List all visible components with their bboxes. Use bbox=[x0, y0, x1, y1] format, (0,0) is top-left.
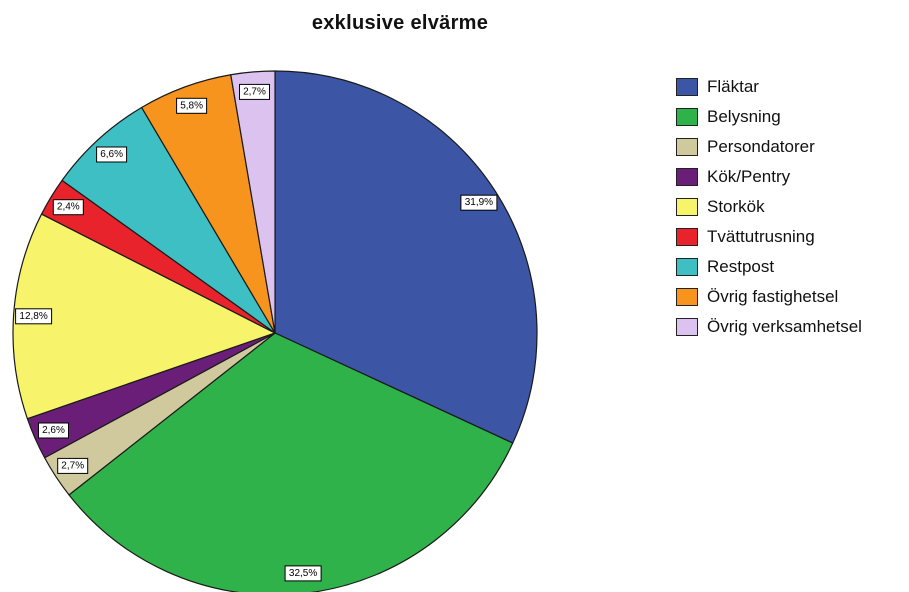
legend-item-ovrig-verksamhetsel: Övrig verksamhetsel bbox=[676, 312, 862, 342]
slice-label-tvattutrusning: 2,4% bbox=[52, 199, 84, 216]
slice-label-text: 32,5% bbox=[289, 568, 317, 579]
legend-swatch bbox=[676, 258, 698, 276]
legend-label: Belysning bbox=[707, 107, 781, 126]
slice-label-restpost: 6,6% bbox=[96, 146, 128, 163]
pie-slice-restpost bbox=[61, 106, 276, 334]
slice-label-text: 12,8% bbox=[19, 311, 47, 322]
slice-label-belysning: 32,5% bbox=[284, 565, 322, 582]
chart-title: exklusive elvärme bbox=[311, 12, 489, 34]
slice-label-box bbox=[96, 146, 128, 163]
legend-label: Övrig verksamhetsel bbox=[707, 317, 862, 336]
legend-item-kok-pentry: Kök/Pentry bbox=[676, 162, 862, 192]
legend-swatch bbox=[676, 228, 698, 246]
slice-label-box bbox=[15, 308, 53, 325]
slice-label-text: 2,7% bbox=[243, 86, 266, 97]
legend-swatch bbox=[676, 168, 698, 186]
slice-label-box bbox=[176, 97, 208, 114]
pie-slice-labels: 31,9% 32,5% 2,7% 2,6% 12,8% 2,4% 6,6% 5,8% 2,7% bbox=[15, 83, 498, 582]
slice-label-box bbox=[460, 194, 498, 211]
slice-label-flaktar: 31,9% bbox=[460, 194, 498, 211]
slice-label-text: 31,9% bbox=[465, 197, 493, 208]
legend-swatch bbox=[676, 108, 698, 126]
slice-label-text: 6,6% bbox=[100, 149, 123, 160]
slice-label-persondatorer: 2,7% bbox=[57, 457, 89, 474]
slice-label-text: 2,7% bbox=[61, 460, 84, 471]
legend-label: Fläktar bbox=[707, 77, 759, 96]
legend-item-flaktar: Fläktar bbox=[676, 72, 862, 102]
slice-label-box bbox=[52, 199, 84, 216]
slice-label-box bbox=[38, 422, 69, 439]
legend-label: Övrig fastighetsel bbox=[707, 287, 839, 306]
legend-swatch bbox=[676, 138, 698, 156]
legend-item-belysning: Belysning bbox=[676, 102, 862, 132]
slice-label-box bbox=[239, 83, 270, 100]
slice-label-ovrig-fastighetsel: 5,8% bbox=[176, 97, 208, 114]
legend-swatch bbox=[676, 198, 698, 216]
slice-label-text: 2,6% bbox=[42, 425, 65, 436]
slice-label-ovrig-verksamhetsel: 2,7% bbox=[239, 83, 270, 100]
pie-slice-belysning bbox=[68, 332, 514, 592]
slice-label-box bbox=[284, 565, 322, 582]
pie-slice-storkok bbox=[12, 213, 276, 420]
legend-label: Storkök bbox=[707, 197, 765, 216]
pie-slice-ovrig-verksamhetsel bbox=[230, 70, 276, 334]
slice-label-text: 2,4% bbox=[57, 202, 80, 213]
legend-label: Tvättutrusning bbox=[707, 227, 815, 246]
legend-label: Restpost bbox=[707, 257, 775, 276]
legend-item-storkok: Storkök bbox=[676, 192, 862, 222]
legend-swatch bbox=[676, 288, 698, 306]
slice-label-box bbox=[57, 457, 89, 474]
legend-item-tvattutrusning: Tvättutrusning bbox=[676, 222, 862, 252]
legend-swatch bbox=[676, 318, 698, 336]
legend-swatch bbox=[676, 78, 698, 96]
legend-item-ovrig-fastighetsel: Övrig fastighetsel bbox=[676, 282, 862, 312]
legend-item-restpost: Restpost bbox=[676, 252, 862, 282]
legend-label: Persondatorer bbox=[707, 137, 815, 156]
slice-label-storkok: 12,8% bbox=[15, 308, 53, 325]
legend-item-persondatorer: Persondatorer bbox=[676, 132, 862, 162]
pie-slices bbox=[12, 70, 538, 592]
slice-label-kok-pentry: 2,6% bbox=[38, 422, 69, 439]
slice-label-text: 5,8% bbox=[180, 100, 203, 111]
chart-legend: Fläktar Belysning Persondatorer Kök/Pentry S… bbox=[676, 72, 862, 342]
legend-label: Kök/Pentry bbox=[707, 167, 791, 186]
pie-slice-flaktar bbox=[274, 70, 538, 444]
